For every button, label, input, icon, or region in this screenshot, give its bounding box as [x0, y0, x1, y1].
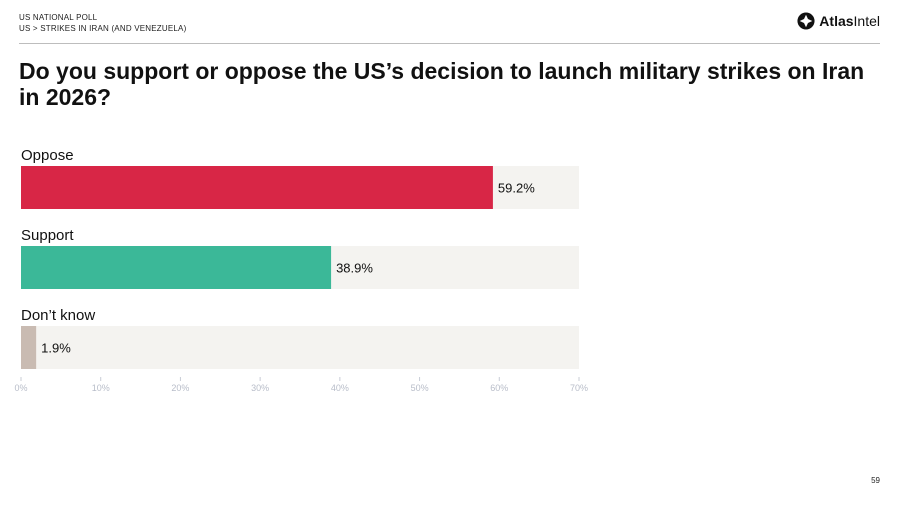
- category-label-oppose: Oppose: [21, 147, 74, 164]
- brand-name-bold: Atlas: [819, 13, 854, 29]
- value-label-oppose: 59.2%: [498, 181, 535, 196]
- x-tick-label-30: 30%: [251, 383, 269, 393]
- chart-title: Do you support or oppose the US’s decisi…: [19, 58, 865, 110]
- brand-logo: AtlasIntel: [797, 12, 880, 30]
- value-label-don-t-know: 1.9%: [41, 341, 71, 356]
- brand-wordmark: AtlasIntel: [819, 13, 880, 29]
- bar-track-don-t-know: [21, 326, 579, 369]
- report-header: US NATIONAL POLL US > STRIKES IN IRAN (A…: [19, 12, 186, 34]
- atlasintel-logo-icon: [797, 12, 815, 30]
- bar-support: [21, 246, 332, 289]
- x-tick-label-50: 50%: [411, 383, 429, 393]
- brand-name-light: Intel: [853, 13, 880, 29]
- x-tick-label-20: 20%: [171, 383, 189, 393]
- category-label-support: Support: [21, 227, 74, 244]
- category-label-don-t-know: Don’t know: [21, 307, 95, 324]
- report-series-label: US NATIONAL POLL: [19, 13, 98, 22]
- x-tick-label-10: 10%: [92, 383, 110, 393]
- page-number: 59: [871, 476, 880, 485]
- report-section-breadcrumb: US > STRIKES IN IRAN (AND VENEZUELA): [19, 24, 187, 33]
- bar-don-t-know: [21, 326, 37, 369]
- bar-oppose: [21, 166, 493, 209]
- x-tick-label-40: 40%: [331, 383, 349, 393]
- x-tick-label-60: 60%: [490, 383, 508, 393]
- header-divider: [19, 43, 880, 44]
- x-tick-label-0: 0%: [14, 383, 27, 393]
- value-label-support: 38.9%: [336, 261, 373, 276]
- x-tick-label-70: 70%: [570, 383, 588, 393]
